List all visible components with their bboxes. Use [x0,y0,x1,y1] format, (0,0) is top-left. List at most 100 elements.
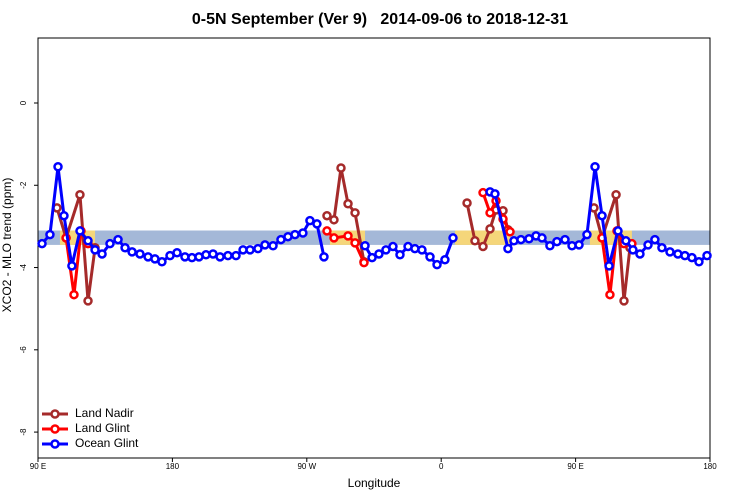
data-point [90,245,100,255]
data-point [537,233,547,243]
x-tick-label: 0 [439,462,444,471]
data-point [635,249,645,259]
data-point [590,162,600,172]
y-tick-label: -6 [19,346,28,354]
data-point [619,296,629,306]
data-point [59,210,69,221]
data-point [448,233,458,243]
data-point [687,252,697,263]
data-point [374,249,384,259]
data-point [45,229,55,240]
data-point [485,224,495,234]
x-tick-label: 90 E [567,462,583,471]
data-point [516,234,526,245]
data-point [388,241,398,252]
data-point [172,247,182,258]
plot-frame [37,37,711,459]
data-point [613,226,623,236]
legend-marker [50,424,60,434]
data-point [83,236,93,246]
data-point [322,226,332,236]
x-tick-label: 90 E [30,462,46,471]
data-point [298,228,308,238]
data-point [604,261,614,271]
x-tick-label: 180 [166,462,180,471]
x-axis-label: Longitude [348,476,401,490]
data-point [694,257,704,267]
data-point [223,250,233,261]
data-point [505,227,515,237]
data-point [628,245,638,255]
data-point [417,245,427,255]
data-point [545,240,555,251]
data-point [83,296,93,306]
data-point [367,252,377,263]
data-point [260,240,270,250]
data-point [359,257,369,268]
data-point [490,189,500,199]
data-point [67,261,77,271]
data-point [702,250,712,261]
data-point [503,243,513,254]
data-point [329,215,339,225]
data-point [440,254,450,265]
data-point [560,234,570,245]
legend-label: Land Nadir [75,406,134,420]
data-point [127,247,137,257]
data-point [343,199,353,209]
data-point [395,250,405,260]
data-point [105,238,115,249]
data-point [157,257,167,267]
legend-label: Land Glint [75,421,130,435]
data-point [312,219,322,229]
data-point [215,252,225,262]
data-point [650,234,660,245]
data-point [135,249,145,259]
y-axis-label: XCO2 - MLO trend (ppm) [0,178,14,313]
data-point [611,189,621,200]
data-point [425,252,435,262]
data-point [69,289,79,300]
y-tick-label: -8 [19,428,28,436]
data-point [360,240,370,251]
data-point [336,163,346,173]
data-point [305,215,315,226]
data-point [485,208,495,218]
data-point [381,245,391,255]
legend-marker [50,439,60,449]
data-point [597,210,607,221]
data-point [319,252,329,262]
data-point [268,240,278,251]
data-point [253,243,263,254]
data-point [552,236,562,247]
data-point [350,208,360,218]
data-point [605,289,615,300]
data-point [470,236,480,246]
data-point [665,247,675,257]
data-point [290,229,300,240]
data-point [97,249,107,259]
data-point [343,231,353,241]
data-point [322,210,332,221]
data-point [643,240,653,250]
x-tick-label: 180 [703,462,717,471]
legend-label: Ocean Glint [75,436,139,450]
data-point [245,245,255,255]
y-tick-label: -2 [19,181,28,189]
data-point [621,236,631,246]
data-point [478,241,488,252]
data-point [462,198,472,208]
data-point [432,259,442,270]
data-point [574,240,584,250]
data-point [329,233,339,243]
data-point [350,238,360,248]
data-point [53,162,63,172]
data-point [37,238,47,249]
data-point [582,229,592,240]
data-point [231,250,241,261]
data-point [75,226,85,236]
chart-title: 0-5N September (Ver 9) 2014-09-06 to 201… [192,11,568,28]
data-point [120,243,130,253]
